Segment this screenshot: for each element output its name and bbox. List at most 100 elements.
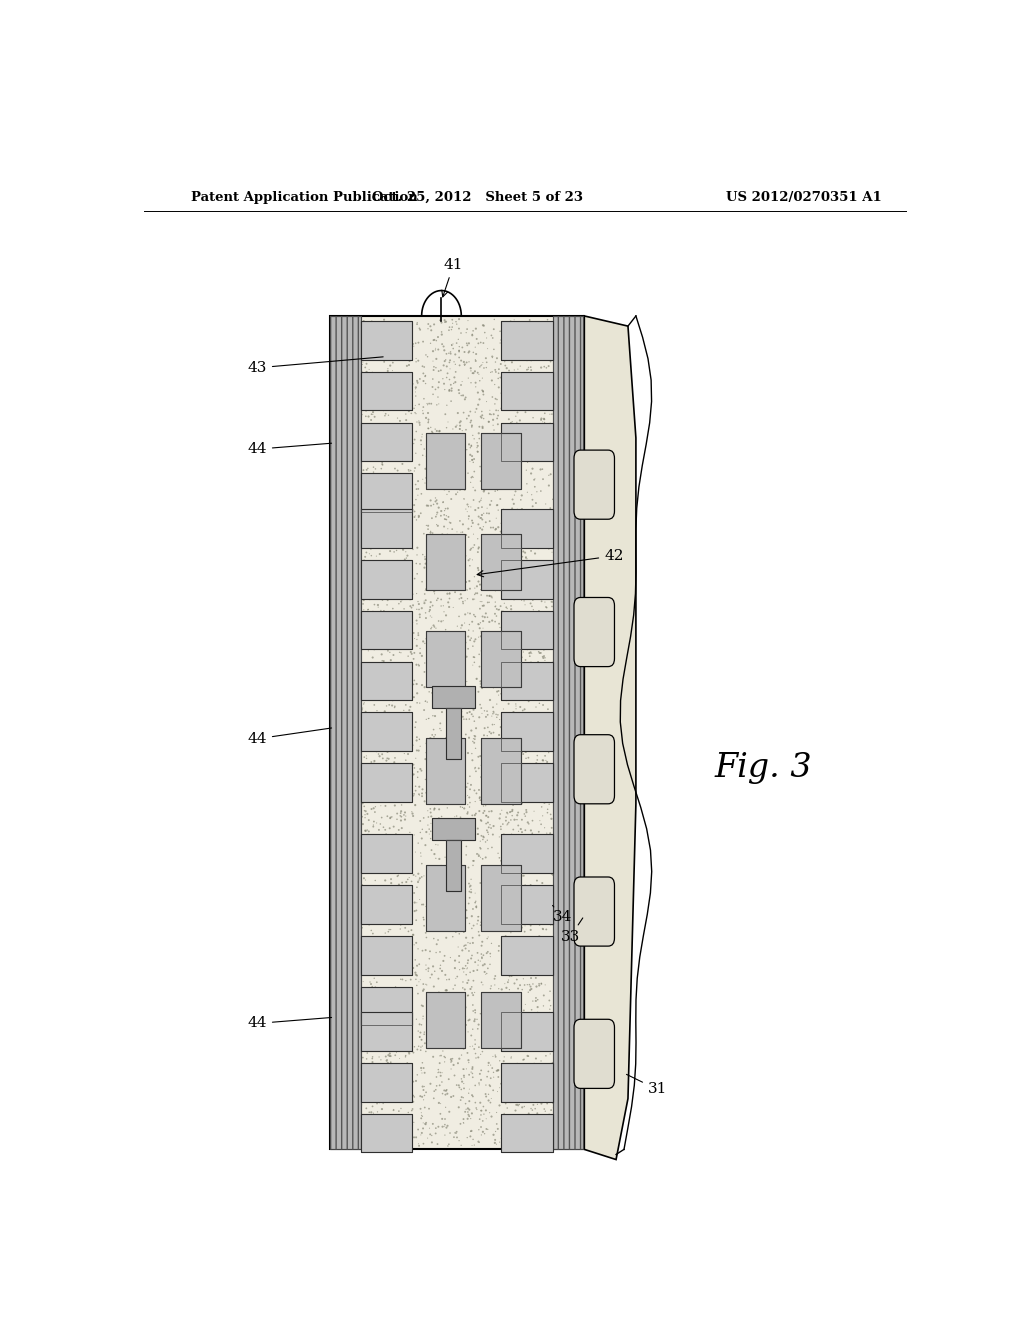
Point [530,605,547,626]
Point [446,807,463,828]
Point [383,978,399,999]
Point [507,480,523,502]
Point [454,371,470,392]
Point [536,1016,552,1038]
Point [509,983,525,1005]
Point [409,421,425,442]
Point [469,913,485,935]
Point [520,982,537,1003]
Point [349,725,366,746]
Point [419,793,435,814]
Point [541,499,557,520]
Point [474,1041,490,1063]
Point [329,355,345,376]
Point [387,999,403,1020]
Point [339,387,355,408]
Point [387,1019,403,1040]
Point [500,380,516,401]
Point [343,546,359,568]
Point [555,1008,571,1030]
Point [336,832,352,853]
Point [541,776,557,797]
Point [375,582,391,603]
Point [573,488,590,510]
Bar [426,738,465,804]
Point [570,1015,587,1036]
Point [401,1001,418,1022]
Point [457,759,473,780]
Point [381,342,397,363]
Point [380,405,396,426]
Point [518,619,535,640]
Point [377,870,393,891]
Point [361,388,378,409]
Point [521,898,538,919]
Point [427,467,443,488]
Point [365,785,381,807]
Point [343,548,359,569]
Point [547,616,563,638]
Point [458,997,474,1018]
Point [516,442,532,463]
Point [436,879,453,900]
Point [353,873,370,894]
Point [435,737,452,758]
Point [348,635,365,656]
Point [479,585,496,606]
Point [354,874,371,895]
Point [382,564,398,585]
Point [408,376,424,397]
Point [501,917,517,939]
Point [438,605,455,626]
Point [469,824,485,845]
Point [487,965,504,986]
Point [523,540,540,561]
Point [390,907,407,928]
Point [399,726,416,747]
Point [547,733,563,754]
Point [562,780,579,801]
Point [560,727,577,748]
Point [480,424,497,445]
Point [485,1067,502,1088]
Point [543,836,559,857]
Point [483,1024,500,1045]
Point [545,865,561,886]
Point [346,352,362,374]
Point [456,921,472,942]
Point [423,998,439,1019]
Point [454,659,470,680]
Point [504,387,520,408]
Point [497,663,513,684]
Point [505,904,521,925]
Point [527,507,544,528]
Point [548,706,564,727]
Point [549,836,565,857]
Point [346,698,362,719]
Point [471,800,487,821]
Point [541,908,557,929]
Point [465,729,481,750]
Point [455,337,471,358]
Point [564,502,581,523]
Point [537,746,553,767]
Point [336,470,352,491]
Point [372,467,388,488]
Point [473,1100,489,1121]
Point [348,810,365,832]
Point [499,1008,515,1030]
Point [340,795,356,816]
Point [531,376,548,397]
Point [518,708,535,729]
Point [462,451,478,473]
Point [356,952,373,973]
Point [409,956,425,977]
Point [361,972,378,993]
Point [347,335,364,356]
Point [472,915,488,936]
Point [474,354,490,375]
Point [357,978,374,999]
Point [459,957,475,978]
Point [446,906,463,927]
Point [381,694,397,715]
